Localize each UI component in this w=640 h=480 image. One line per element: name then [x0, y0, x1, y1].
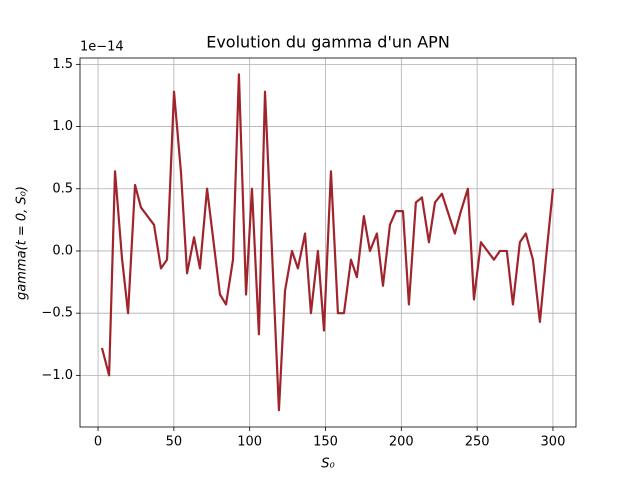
- y-tick-label: 0.0: [52, 243, 73, 258]
- y-tick-label: 0.5: [52, 181, 73, 196]
- x-axis-label: S₀: [321, 457, 335, 472]
- y-tick-label: 1.5: [52, 57, 73, 72]
- x-tick-label: 200: [389, 435, 414, 450]
- x-tick-label: 0: [94, 435, 102, 450]
- x-tick-label: 150: [313, 435, 338, 450]
- x-tick-label: 50: [166, 435, 183, 450]
- data-line: [100, 73, 555, 412]
- y-tick-label: −1.0: [41, 368, 73, 383]
- y-tick-label: 1.0: [52, 119, 73, 134]
- x-tick-label: 250: [465, 435, 490, 450]
- y-axis-label: gamma(t = 0, S₀): [15, 186, 30, 300]
- x-tick-label: 300: [541, 435, 566, 450]
- plot-frame: [79, 57, 577, 428]
- y-tick-label: −0.5: [41, 306, 73, 321]
- y-offset-label: 1e−14: [80, 40, 124, 55]
- x-tick-label: 100: [237, 435, 262, 450]
- chart-title: Evolution du gamma d'un APN: [206, 33, 450, 52]
